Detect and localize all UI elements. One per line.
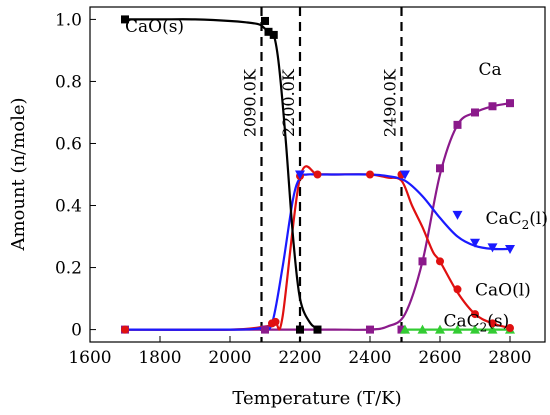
plot-frame xyxy=(89,6,546,343)
series-line xyxy=(124,102,511,331)
series-line xyxy=(124,165,511,331)
data-point xyxy=(400,324,410,334)
x-tick-label: 2600 xyxy=(418,348,461,368)
data-point xyxy=(418,257,427,266)
data-point xyxy=(506,99,514,108)
series-line xyxy=(124,18,322,331)
data-point xyxy=(435,324,445,334)
curve-label: CaC2(l) xyxy=(486,209,549,232)
y-tick-label: 0 xyxy=(71,321,82,341)
data-point xyxy=(453,285,462,294)
data-point xyxy=(296,325,304,334)
curve-label: CaC2(s) xyxy=(444,311,510,334)
data-point xyxy=(470,324,480,334)
data-point xyxy=(453,120,462,129)
data-point xyxy=(400,170,410,180)
data-point xyxy=(506,324,514,333)
data-point xyxy=(488,319,497,328)
data-point xyxy=(487,243,498,253)
data-point xyxy=(471,310,479,319)
data-point xyxy=(452,210,463,220)
x-axis-title: Temperature (T/K) xyxy=(232,388,401,409)
annotations: CaO(s) Ca CaC2(l) CaO(l) CaC2(s) xyxy=(125,17,548,335)
data-point xyxy=(366,325,374,334)
x-tick-label: 2800 xyxy=(488,348,531,368)
x-tick-label: 2000 xyxy=(208,348,251,368)
curve-label: CaO(s) xyxy=(125,17,184,37)
isotherm-label: 2090.0K xyxy=(241,68,260,137)
data-point xyxy=(261,325,269,334)
data-point xyxy=(487,324,498,334)
data-point xyxy=(313,325,322,334)
y-tick-label: 0.4 xyxy=(55,197,82,217)
curve-label: Ca xyxy=(479,60,502,80)
series-markers xyxy=(121,15,515,334)
y-axis-title: Amount (n/mole) xyxy=(8,97,29,251)
data-point xyxy=(471,108,479,117)
isotherm-label: 2490.0K xyxy=(381,68,400,137)
data-point xyxy=(470,238,480,248)
data-point xyxy=(295,170,305,180)
data-point xyxy=(271,317,280,326)
curve-label: CaO(l) xyxy=(475,280,531,300)
y-tick-label: 1.0 xyxy=(55,10,82,30)
x-tick-label: 2400 xyxy=(348,348,391,368)
data-point xyxy=(417,324,428,334)
data-point xyxy=(121,15,129,24)
data-point xyxy=(313,170,322,179)
data-point xyxy=(436,164,444,173)
series-line xyxy=(124,173,511,331)
data-point xyxy=(366,170,374,179)
data-point xyxy=(505,244,515,254)
data-point xyxy=(269,30,278,39)
x-tick-label: 2200 xyxy=(278,348,321,368)
data-point xyxy=(121,325,129,334)
data-point xyxy=(436,257,444,266)
x-tick-label: 1600 xyxy=(68,348,111,368)
data-point xyxy=(261,16,269,25)
data-point xyxy=(264,27,273,36)
y-tick-label: 0.8 xyxy=(55,72,82,92)
ticks: 1600 1800 2000 2200 2400 2600 2800 0 0.2 0.4 0.6 0.… xyxy=(55,10,532,368)
y-tick-label: 0.2 xyxy=(55,259,82,279)
y-tick-label: 0.6 xyxy=(55,134,82,154)
data-point xyxy=(488,102,497,111)
data-point xyxy=(397,325,406,334)
x-tick-label: 1800 xyxy=(138,348,181,368)
data-point xyxy=(452,324,463,334)
